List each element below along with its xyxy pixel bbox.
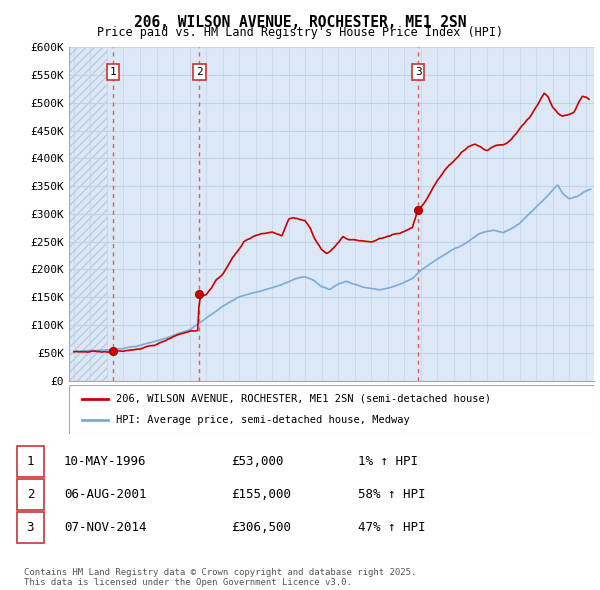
Text: 07-NOV-2014: 07-NOV-2014 xyxy=(64,520,146,534)
Text: 1: 1 xyxy=(26,454,34,468)
Text: 2: 2 xyxy=(196,67,203,77)
Text: 3: 3 xyxy=(415,67,422,77)
Text: £306,500: £306,500 xyxy=(231,520,291,534)
Text: Contains HM Land Registry data © Crown copyright and database right 2025.
This d: Contains HM Land Registry data © Crown c… xyxy=(24,568,416,587)
Text: £53,000: £53,000 xyxy=(231,454,283,468)
Bar xyxy=(17,512,44,543)
Text: 206, WILSON AVENUE, ROCHESTER, ME1 2SN: 206, WILSON AVENUE, ROCHESTER, ME1 2SN xyxy=(134,15,466,30)
Text: 1: 1 xyxy=(110,67,116,77)
Text: 2: 2 xyxy=(26,487,34,501)
Text: 47% ↑ HPI: 47% ↑ HPI xyxy=(358,520,425,534)
Text: £155,000: £155,000 xyxy=(231,487,291,501)
Text: 3: 3 xyxy=(26,520,34,534)
Bar xyxy=(17,478,44,510)
Text: Price paid vs. HM Land Registry's House Price Index (HPI): Price paid vs. HM Land Registry's House … xyxy=(97,26,503,39)
Text: 10-MAY-1996: 10-MAY-1996 xyxy=(64,454,146,468)
Text: 06-AUG-2001: 06-AUG-2001 xyxy=(64,487,146,501)
Text: 58% ↑ HPI: 58% ↑ HPI xyxy=(358,487,425,501)
Text: HPI: Average price, semi-detached house, Medway: HPI: Average price, semi-detached house,… xyxy=(116,415,410,425)
Bar xyxy=(17,445,44,477)
Bar xyxy=(69,47,107,381)
Text: 206, WILSON AVENUE, ROCHESTER, ME1 2SN (semi-detached house): 206, WILSON AVENUE, ROCHESTER, ME1 2SN (… xyxy=(116,394,491,404)
Text: 1% ↑ HPI: 1% ↑ HPI xyxy=(358,454,418,468)
